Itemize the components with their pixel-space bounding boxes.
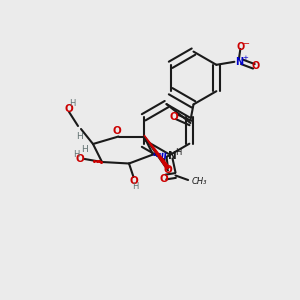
Text: O: O [112,126,122,136]
Text: H: H [175,148,181,157]
Text: H: H [81,146,88,154]
Text: H: H [69,99,76,108]
Text: O: O [75,154,84,164]
Text: O: O [129,176,138,187]
Text: H: H [76,132,83,141]
Text: H: H [132,182,138,191]
Text: CH₃: CH₃ [192,177,208,186]
Text: O: O [164,165,172,176]
Text: N: N [235,57,243,67]
Text: O: O [169,112,178,122]
Text: O: O [251,61,260,71]
Text: H: H [73,150,79,159]
Text: O: O [159,173,168,184]
Text: +: + [242,55,248,61]
Text: N: N [168,151,177,161]
Text: O: O [64,104,74,115]
Polygon shape [144,135,170,169]
Text: O: O [236,42,244,52]
Text: −: − [242,39,249,48]
